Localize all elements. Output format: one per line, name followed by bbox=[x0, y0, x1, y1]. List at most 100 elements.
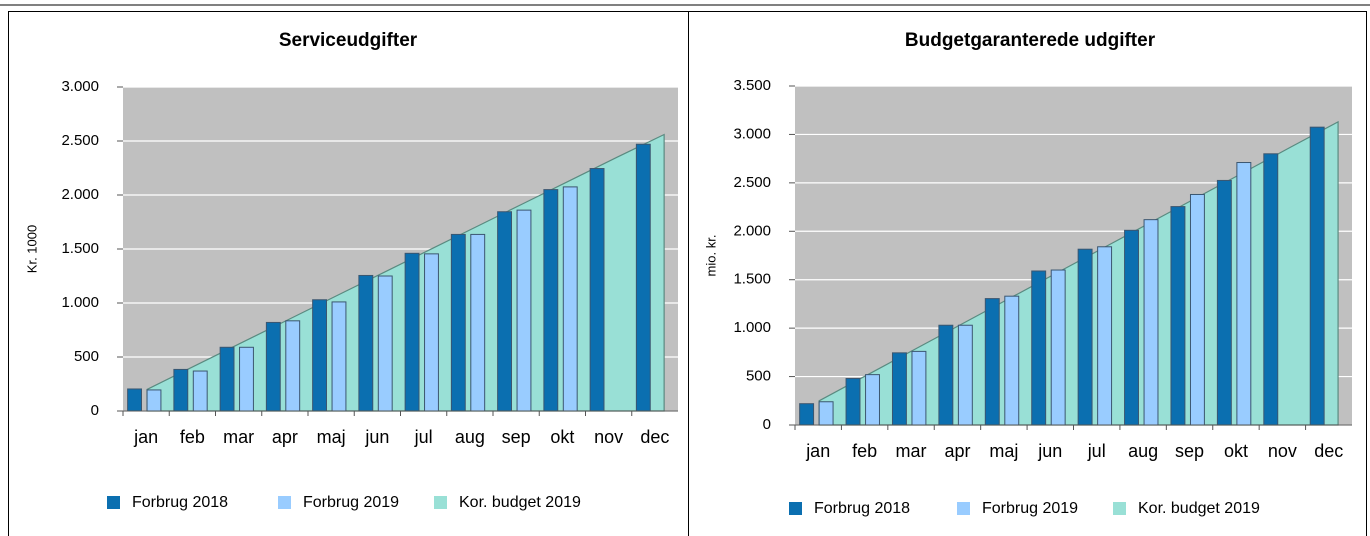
y-tick-label: 1.000 bbox=[61, 294, 99, 311]
y-tick-label: 3.000 bbox=[61, 78, 99, 95]
x-tick-label: maj bbox=[317, 427, 346, 447]
x-tick-label: sep bbox=[1175, 441, 1204, 461]
bar bbox=[1050, 269, 1066, 426]
bar bbox=[265, 321, 281, 412]
bar bbox=[543, 189, 559, 412]
y-tick-label: 2.000 bbox=[733, 222, 771, 239]
bar bbox=[470, 233, 486, 412]
bar bbox=[865, 374, 880, 426]
bar bbox=[1170, 206, 1186, 426]
panel-frame bbox=[688, 11, 1367, 536]
bar bbox=[404, 252, 420, 412]
legend-label: Kor. budget 2019 bbox=[1138, 500, 1260, 517]
bar bbox=[219, 346, 235, 412]
y-tick-label: 2.500 bbox=[61, 132, 99, 149]
y-tick-label: 0 bbox=[763, 416, 771, 433]
x-tick-label: jul bbox=[414, 427, 433, 447]
bar bbox=[911, 350, 927, 426]
bar bbox=[127, 388, 142, 412]
x-tick-label: apr bbox=[272, 427, 298, 447]
y-tick-label: 3.000 bbox=[733, 125, 771, 142]
legend-label: Forbrug 2018 bbox=[132, 494, 228, 511]
y-tick-label: 500 bbox=[746, 368, 771, 385]
bar bbox=[192, 370, 208, 412]
bar bbox=[1031, 270, 1047, 426]
legend-swatch bbox=[107, 496, 120, 509]
bar bbox=[1077, 248, 1093, 426]
x-tick-label: nov bbox=[1268, 441, 1297, 461]
x-tick-label: okt bbox=[1224, 441, 1248, 461]
x-tick-label: nov bbox=[594, 427, 623, 447]
bar bbox=[845, 378, 861, 426]
bar bbox=[450, 233, 466, 412]
legend-swatch bbox=[957, 502, 970, 515]
bar bbox=[377, 275, 393, 412]
bar bbox=[891, 352, 907, 426]
legend-swatch bbox=[434, 496, 447, 509]
y-axis-label: Kr. 1000 bbox=[24, 225, 39, 273]
bar bbox=[1097, 246, 1113, 426]
bar bbox=[1124, 229, 1139, 426]
legend-label: Kor. budget 2019 bbox=[459, 494, 581, 511]
bar bbox=[424, 253, 439, 412]
bar bbox=[497, 211, 512, 412]
x-tick-label: aug bbox=[1128, 441, 1158, 461]
y-axis-label: mio. kr. bbox=[703, 235, 718, 277]
bar bbox=[1143, 219, 1159, 426]
x-tick-label: maj bbox=[989, 441, 1018, 461]
y-tick-label: 2.000 bbox=[61, 186, 99, 203]
y-tick-label: 2.500 bbox=[733, 174, 771, 191]
bar bbox=[1189, 193, 1205, 426]
x-tick-label: mar bbox=[223, 427, 254, 447]
bar bbox=[818, 401, 834, 426]
x-tick-label: jan bbox=[133, 427, 158, 447]
chart-title: Budgetgaranterede udgifter bbox=[905, 30, 1156, 51]
y-tick-label: 3.500 bbox=[733, 77, 771, 94]
x-tick-label: sep bbox=[502, 427, 531, 447]
legend-label: Forbrug 2019 bbox=[982, 500, 1078, 517]
bar bbox=[146, 389, 162, 412]
y-tick-label: 500 bbox=[74, 348, 99, 365]
bar bbox=[589, 168, 605, 412]
bar bbox=[938, 324, 954, 426]
bar bbox=[173, 368, 189, 412]
x-tick-label: dec bbox=[640, 427, 669, 447]
x-tick-label: mar bbox=[896, 441, 927, 461]
y-tick-label: 1.500 bbox=[61, 240, 99, 257]
x-tick-label: jan bbox=[805, 441, 830, 461]
bar bbox=[984, 298, 1000, 426]
bar bbox=[331, 301, 347, 412]
bar bbox=[562, 186, 578, 412]
bar bbox=[358, 274, 374, 412]
legend-label: Forbrug 2018 bbox=[814, 500, 910, 517]
bar bbox=[635, 143, 651, 412]
legend-swatch bbox=[789, 502, 802, 515]
y-tick-label: 0 bbox=[91, 402, 99, 419]
bar bbox=[1309, 126, 1325, 426]
x-tick-label: jul bbox=[1087, 441, 1106, 461]
bar bbox=[1236, 162, 1252, 426]
x-tick-label: feb bbox=[852, 441, 877, 461]
legend-swatch bbox=[1113, 502, 1126, 515]
bar bbox=[799, 403, 815, 426]
x-tick-label: apr bbox=[944, 441, 970, 461]
bar bbox=[1216, 179, 1232, 426]
x-tick-label: jun bbox=[1037, 441, 1062, 461]
y-tick-label: 1.500 bbox=[733, 271, 771, 288]
bar bbox=[957, 324, 973, 426]
x-tick-label: jun bbox=[364, 427, 389, 447]
x-tick-label: okt bbox=[550, 427, 574, 447]
x-tick-label: aug bbox=[455, 427, 485, 447]
bar bbox=[285, 320, 301, 412]
bar bbox=[516, 209, 532, 412]
bar bbox=[312, 299, 327, 412]
y-tick-label: 1.000 bbox=[733, 319, 771, 336]
bar bbox=[239, 346, 254, 412]
legend-label: Forbrug 2019 bbox=[303, 494, 399, 511]
bar bbox=[1004, 295, 1020, 426]
x-tick-label: feb bbox=[180, 427, 205, 447]
legend-swatch bbox=[278, 496, 291, 509]
bar bbox=[1263, 153, 1279, 426]
chart-title: Serviceudgifter bbox=[279, 30, 418, 51]
